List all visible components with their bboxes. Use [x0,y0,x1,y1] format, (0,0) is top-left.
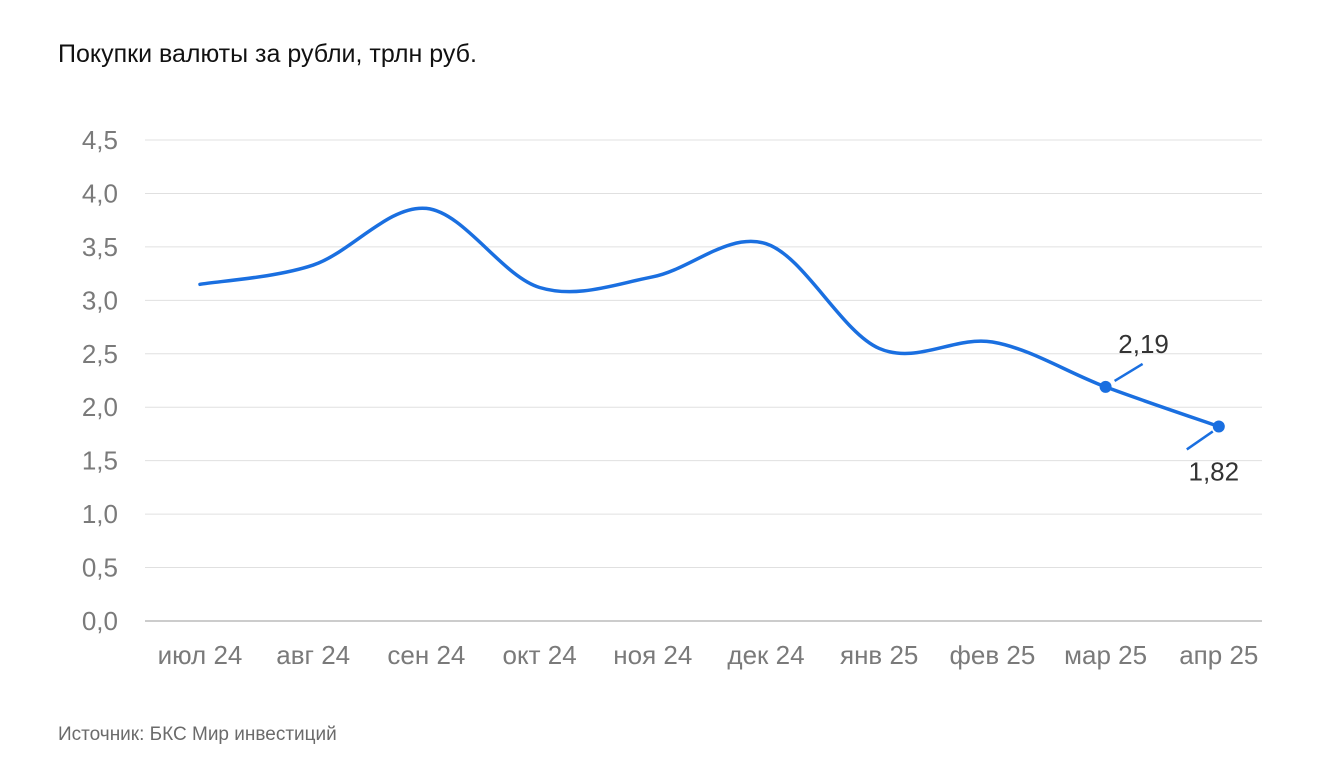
x-tick-label: янв 25 [840,640,918,670]
data-point-marker [1212,420,1225,433]
annotation-leader-line [1186,430,1214,451]
y-tick-label: 0,5 [82,553,118,583]
x-tick-label: дек 24 [727,640,804,670]
x-tick-label: окт 24 [503,640,577,670]
y-tick-label: 4,5 [82,125,118,155]
y-axis-ticks: 0,0 0,5 1,0 1,5 2,0 2,5 3,0 3,5 4,0 4,5 [82,125,118,636]
annotation-leader-line [1113,362,1144,382]
y-tick-label: 2,0 [82,392,118,422]
y-tick-label: 1,0 [82,499,118,529]
chart-title: Покупки валюты за рубли, трлн руб. [58,40,477,68]
x-tick-label: авг 24 [276,640,350,670]
annotations: 2,19 1,82 [1099,329,1239,486]
x-tick-label: ноя 24 [613,640,692,670]
series-line [198,206,1221,429]
x-axis-ticks: июл 24 авг 24 сен 24 окт 24 ноя 24 дек 24 янв … [158,640,1259,670]
y-tick-label: 0,0 [82,606,118,636]
y-tick-label: 3,5 [82,232,118,262]
data-label: 1,82 [1188,456,1239,486]
y-tick-label: 3,0 [82,285,118,315]
x-tick-label: сен 24 [387,640,465,670]
y-tick-label: 2,5 [82,339,118,369]
data-point-marker [1099,380,1112,393]
x-tick-label: мар 25 [1064,640,1147,670]
x-tick-label: фев 25 [949,640,1035,670]
gridlines [145,139,1262,622]
y-tick-label: 1,5 [82,446,118,476]
x-tick-label: апр 25 [1179,640,1258,670]
series-lines [198,206,1221,429]
x-tick-label: июл 24 [158,640,243,670]
chart-source: Источник: БКС Мир инвестиций [58,724,337,745]
data-label: 2,19 [1118,329,1169,359]
y-tick-label: 4,0 [82,178,118,208]
